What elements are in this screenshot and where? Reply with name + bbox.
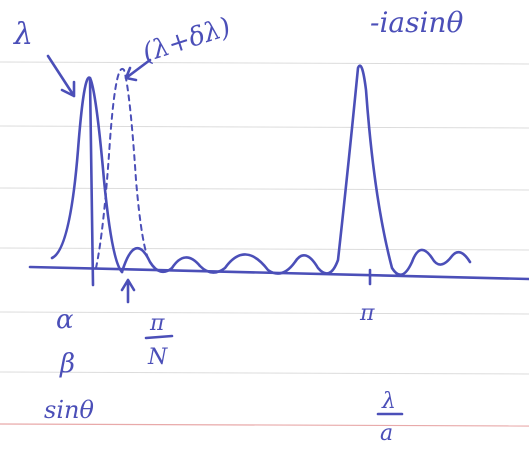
arrow-lambda	[46, 54, 76, 98]
main-peak	[50, 76, 124, 274]
denominator: N	[147, 345, 168, 370]
ruled-lines	[0, 61, 529, 427]
label: α	[56, 305, 74, 335]
denominator: a	[380, 421, 393, 446]
arrow-pi-n	[120, 278, 136, 304]
label: (λ+δλ)	[139, 12, 235, 69]
label: λ	[13, 17, 33, 52]
shifted-peak	[95, 67, 151, 269]
numerator: π	[149, 311, 165, 336]
fraction-bar	[144, 334, 174, 340]
formula: -iasinθ	[370, 6, 463, 39]
label: β	[59, 349, 75, 379]
peak-marker	[88, 76, 95, 287]
arrow-shift	[124, 58, 152, 82]
numerator: λ	[381, 389, 396, 414]
label: π	[359, 301, 375, 326]
label: sinθ	[44, 396, 94, 424]
curves	[28, 54, 529, 416]
side-lobes	[120, 64, 472, 276]
